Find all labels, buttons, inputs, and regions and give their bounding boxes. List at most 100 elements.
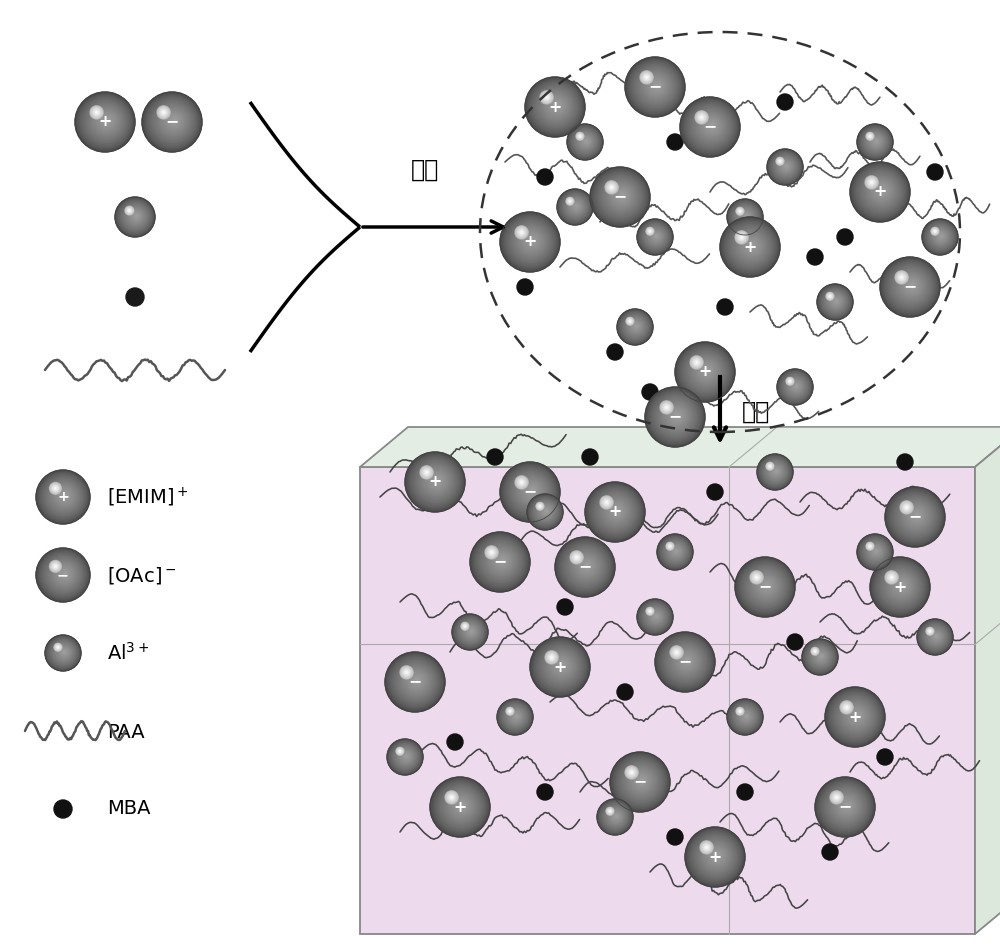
- Circle shape: [397, 748, 414, 764]
- Circle shape: [399, 750, 401, 752]
- Circle shape: [850, 709, 864, 723]
- Circle shape: [565, 196, 586, 217]
- Circle shape: [526, 78, 584, 136]
- Circle shape: [836, 697, 876, 737]
- Circle shape: [567, 124, 603, 160]
- Circle shape: [752, 573, 761, 582]
- Text: −: −: [678, 655, 692, 669]
- Circle shape: [625, 316, 646, 337]
- Circle shape: [817, 652, 825, 661]
- Circle shape: [890, 492, 940, 542]
- Text: −: −: [408, 675, 422, 689]
- Circle shape: [405, 452, 465, 512]
- Circle shape: [893, 494, 939, 540]
- Circle shape: [520, 230, 524, 234]
- Circle shape: [160, 109, 186, 134]
- Circle shape: [627, 318, 633, 325]
- Circle shape: [715, 854, 719, 858]
- Circle shape: [766, 463, 774, 470]
- Text: +: +: [708, 849, 722, 864]
- Circle shape: [860, 537, 890, 566]
- Circle shape: [173, 120, 175, 122]
- Circle shape: [92, 108, 120, 135]
- Circle shape: [667, 543, 673, 549]
- Circle shape: [923, 220, 957, 254]
- Circle shape: [686, 660, 688, 662]
- Circle shape: [534, 500, 557, 523]
- Circle shape: [826, 786, 866, 826]
- Circle shape: [891, 493, 939, 541]
- Circle shape: [50, 561, 61, 572]
- Circle shape: [407, 454, 463, 510]
- Circle shape: [426, 470, 448, 492]
- Circle shape: [402, 667, 411, 677]
- Circle shape: [789, 380, 791, 383]
- Circle shape: [730, 201, 761, 232]
- Circle shape: [669, 545, 683, 559]
- Circle shape: [526, 235, 538, 247]
- Circle shape: [765, 462, 786, 482]
- Circle shape: [871, 545, 881, 557]
- Circle shape: [646, 388, 704, 446]
- Circle shape: [569, 199, 583, 213]
- Circle shape: [791, 382, 801, 391]
- Circle shape: [654, 234, 659, 239]
- Circle shape: [396, 662, 436, 702]
- Circle shape: [747, 241, 757, 250]
- Circle shape: [573, 129, 598, 154]
- Circle shape: [678, 652, 696, 670]
- Circle shape: [579, 135, 581, 137]
- Circle shape: [825, 291, 846, 312]
- Circle shape: [563, 195, 587, 219]
- Circle shape: [846, 705, 868, 727]
- Circle shape: [874, 183, 890, 199]
- Circle shape: [675, 413, 679, 418]
- Circle shape: [607, 807, 625, 825]
- Circle shape: [932, 228, 938, 234]
- Circle shape: [741, 711, 751, 722]
- Circle shape: [907, 281, 917, 290]
- Circle shape: [820, 655, 823, 658]
- Circle shape: [745, 715, 748, 718]
- Circle shape: [859, 169, 903, 213]
- Circle shape: [928, 629, 932, 633]
- Circle shape: [871, 546, 881, 556]
- Circle shape: [939, 234, 944, 239]
- Circle shape: [933, 228, 937, 233]
- Circle shape: [901, 502, 913, 513]
- Circle shape: [660, 637, 710, 686]
- Circle shape: [591, 168, 649, 226]
- Circle shape: [620, 193, 624, 198]
- Circle shape: [823, 289, 847, 314]
- Circle shape: [90, 106, 122, 137]
- Circle shape: [558, 540, 612, 594]
- Circle shape: [871, 182, 872, 183]
- Circle shape: [805, 642, 835, 672]
- Circle shape: [52, 563, 59, 570]
- Circle shape: [514, 714, 519, 719]
- Circle shape: [813, 648, 829, 664]
- Circle shape: [462, 624, 479, 640]
- Circle shape: [543, 94, 550, 101]
- Circle shape: [844, 704, 868, 728]
- Circle shape: [756, 577, 757, 578]
- Circle shape: [558, 189, 592, 225]
- Circle shape: [568, 199, 572, 204]
- Circle shape: [566, 197, 574, 206]
- Circle shape: [651, 393, 699, 441]
- Circle shape: [391, 743, 420, 771]
- Text: −: −: [633, 775, 647, 789]
- Circle shape: [633, 323, 640, 330]
- Circle shape: [683, 100, 737, 154]
- Circle shape: [562, 193, 589, 220]
- Circle shape: [640, 222, 670, 252]
- Circle shape: [837, 796, 857, 816]
- Circle shape: [708, 122, 716, 129]
- Circle shape: [47, 558, 81, 591]
- Circle shape: [504, 216, 556, 268]
- Circle shape: [669, 545, 671, 547]
- Circle shape: [764, 460, 787, 483]
- Circle shape: [487, 449, 503, 465]
- Circle shape: [398, 749, 402, 753]
- Circle shape: [418, 464, 454, 500]
